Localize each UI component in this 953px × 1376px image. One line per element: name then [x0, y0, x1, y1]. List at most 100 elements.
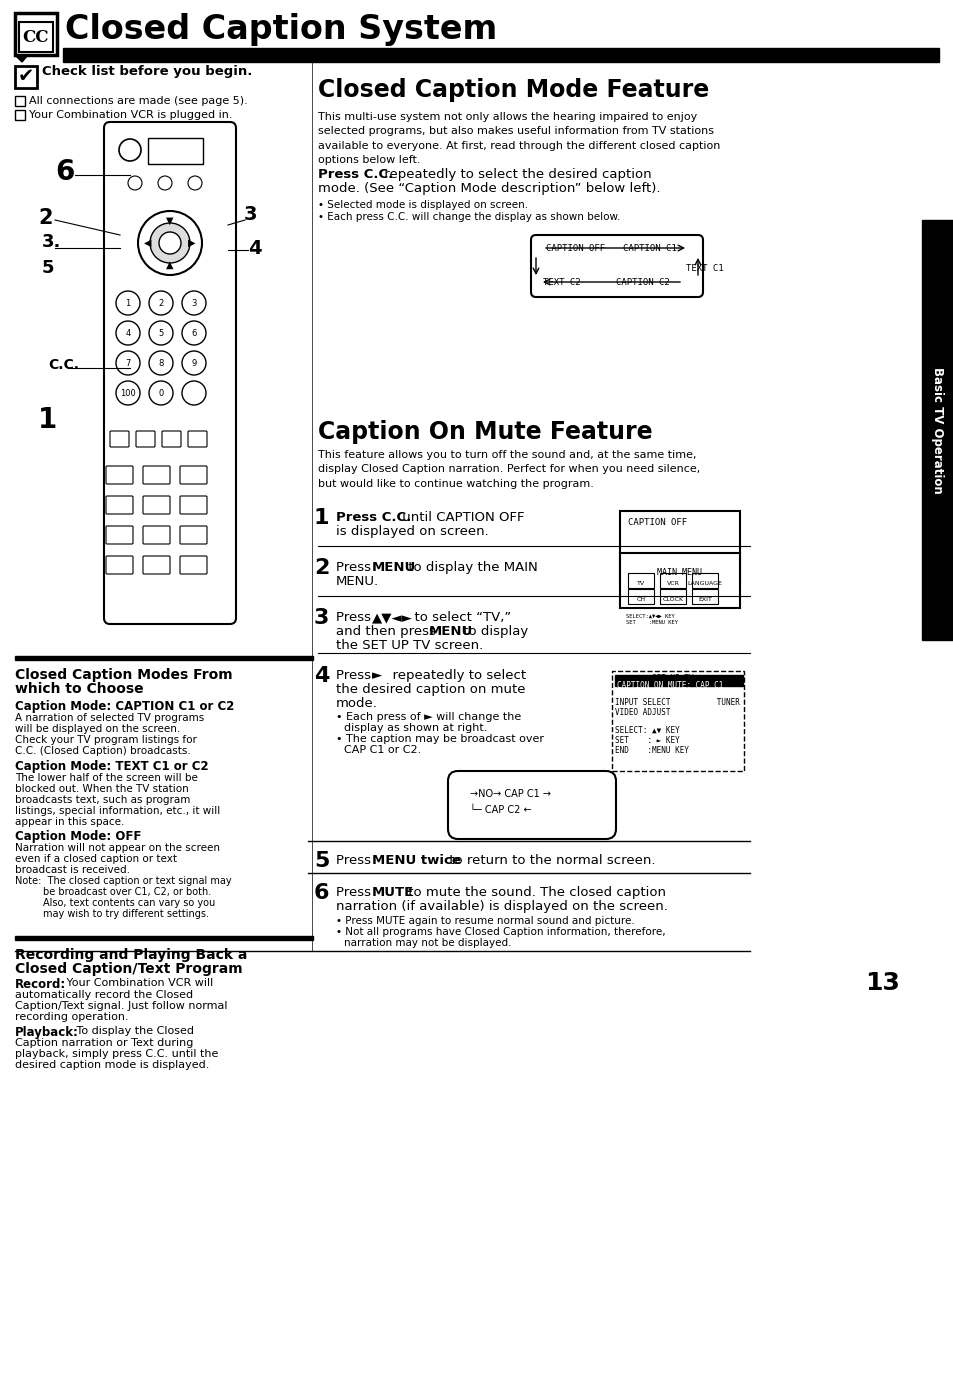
Bar [15, 656, 313, 660]
Text: ✔: ✔ [18, 67, 34, 87]
Text: 1: 1 [314, 508, 329, 528]
Text: 5: 5 [42, 259, 54, 277]
Text: which to Choose: which to Choose [15, 682, 144, 696]
Circle shape [182, 381, 206, 405]
Text: to display the MAIN: to display the MAIN [403, 561, 537, 574]
Text: repeatedly to select the desired caption: repeatedly to select the desired caption [379, 168, 651, 182]
Text: until CAPTION OFF: until CAPTION OFF [397, 510, 524, 524]
Text: This multi-use system not only allows the hearing impaired to enjoy
selected pro: This multi-use system not only allows th… [317, 111, 720, 165]
Circle shape [116, 321, 140, 345]
Text: VCR: VCR [666, 581, 679, 586]
Text: SET    : ► KEY: SET : ► KEY [615, 736, 679, 744]
Text: MUTE: MUTE [372, 886, 414, 899]
Text: mode.: mode. [335, 698, 377, 710]
Text: repeatedly to select: repeatedly to select [384, 669, 525, 682]
Text: ▲: ▲ [166, 260, 173, 270]
Circle shape [119, 139, 141, 161]
FancyBboxPatch shape [143, 466, 170, 484]
Text: the SET UP TV screen.: the SET UP TV screen. [335, 638, 483, 652]
Text: may wish to try different settings.: may wish to try different settings. [43, 910, 209, 919]
Bar [63, 48, 938, 62]
Text: Caption On Mute Feature: Caption On Mute Feature [317, 420, 652, 444]
Text: SET    :MENU KEY: SET :MENU KEY [625, 621, 678, 625]
Circle shape [149, 290, 172, 315]
Text: Closed Caption Modes From: Closed Caption Modes From [15, 667, 233, 682]
Text: CAPTION OFF: CAPTION OFF [627, 517, 686, 527]
FancyBboxPatch shape [110, 431, 129, 447]
Text: Recording and Playing Back a: Recording and Playing Back a [15, 948, 247, 962]
Text: └─ CAP C2 ←: └─ CAP C2 ← [470, 805, 531, 815]
FancyBboxPatch shape [180, 495, 207, 515]
Circle shape [149, 351, 172, 376]
Text: display as shown at right.: display as shown at right. [344, 722, 487, 733]
Text: to select “TV,”: to select “TV,” [406, 611, 511, 623]
Text: Caption narration or Text during: Caption narration or Text during [15, 1038, 193, 1049]
Bar [19, 22, 53, 52]
Text: • The caption may be broadcast over: • The caption may be broadcast over [335, 733, 543, 744]
FancyBboxPatch shape [106, 495, 132, 515]
Text: CH: CH [636, 597, 645, 603]
Text: ►: ► [372, 669, 382, 682]
Text: Your Combination VCR is plugged in.: Your Combination VCR is plugged in. [29, 110, 233, 120]
Text: Press: Press [335, 886, 375, 899]
Text: MENU.: MENU. [335, 575, 378, 588]
Text: to display: to display [458, 625, 528, 638]
Bar [612, 671, 743, 771]
Text: 6: 6 [192, 329, 196, 337]
Text: Check list before you begin.: Check list before you begin. [42, 66, 253, 78]
Text: Press: Press [335, 561, 375, 574]
Text: CAPTION C1: CAPTION C1 [622, 244, 676, 253]
Text: Closed Caption Mode Feature: Closed Caption Mode Feature [317, 78, 708, 102]
Bar [148, 138, 203, 164]
Text: CAPTION OFF: CAPTION OFF [545, 244, 604, 253]
Circle shape [128, 176, 142, 190]
Text: This feature allows you to turn off the sound and, at the same time,
display Clo: This feature allows you to turn off the … [317, 450, 700, 488]
Text: • Not all programs have Closed Caption information, therefore,: • Not all programs have Closed Caption i… [335, 927, 665, 937]
Text: LANGUAGE: LANGUAGE [687, 581, 721, 586]
Text: 5: 5 [314, 850, 329, 871]
Text: SELECT: ▲▼ KEY: SELECT: ▲▼ KEY [615, 727, 679, 735]
Text: recording operation.: recording operation. [15, 1011, 129, 1022]
Text: • Each press C.C. will change the display as shown below.: • Each press C.C. will change the displa… [317, 212, 619, 222]
FancyBboxPatch shape [136, 431, 154, 447]
Circle shape [182, 321, 206, 345]
Text: Caption/Text signal. Just follow normal: Caption/Text signal. Just follow normal [15, 1000, 227, 1011]
Polygon shape [15, 55, 28, 62]
Text: Record:: Record: [15, 978, 66, 991]
FancyBboxPatch shape [188, 431, 207, 447]
Text: 6: 6 [314, 883, 329, 903]
Text: The lower half of the screen will be: The lower half of the screen will be [15, 773, 197, 783]
Text: Press C.C.: Press C.C. [317, 168, 393, 182]
Bar [691, 589, 718, 604]
Bar [627, 572, 654, 588]
Text: CAP C1 or C2.: CAP C1 or C2. [344, 744, 421, 755]
Text: 8: 8 [158, 359, 164, 367]
Text: Caption Mode: TEXT C1 or C2: Caption Mode: TEXT C1 or C2 [15, 760, 209, 773]
Text: 6: 6 [55, 158, 74, 186]
Text: • Each press of ► will change the: • Each press of ► will change the [335, 711, 520, 722]
Text: 3: 3 [314, 608, 329, 627]
Text: EXIT: EXIT [698, 597, 711, 603]
Text: 3: 3 [244, 205, 257, 224]
Text: 100: 100 [120, 388, 135, 398]
Text: →NO→ CAP C1 →: →NO→ CAP C1 → [470, 788, 551, 799]
Text: will be displayed on the screen.: will be displayed on the screen. [15, 724, 180, 733]
Text: • Selected mode is displayed on screen.: • Selected mode is displayed on screen. [317, 200, 528, 211]
FancyBboxPatch shape [106, 526, 132, 544]
Bar [619, 510, 740, 583]
Text: even if a closed caption or text: even if a closed caption or text [15, 854, 177, 864]
Text: 13: 13 [864, 971, 899, 995]
Text: MENU: MENU [429, 625, 473, 638]
Circle shape [159, 233, 181, 255]
Text: ▶: ▶ [188, 238, 195, 248]
Text: automatically record the Closed: automatically record the Closed [15, 989, 193, 1000]
FancyBboxPatch shape [106, 556, 132, 574]
Text: Closed Caption/Text Program: Closed Caption/Text Program [15, 962, 242, 976]
Text: 2: 2 [314, 559, 329, 578]
Text: • Press MUTE again to resume normal sound and picture.: • Press MUTE again to resume normal soun… [335, 916, 634, 926]
FancyBboxPatch shape [180, 556, 207, 574]
Text: narration may not be displayed.: narration may not be displayed. [344, 938, 511, 948]
Text: 1: 1 [125, 299, 131, 307]
Circle shape [182, 290, 206, 315]
Text: END    :MENU KEY: END :MENU KEY [615, 746, 688, 755]
